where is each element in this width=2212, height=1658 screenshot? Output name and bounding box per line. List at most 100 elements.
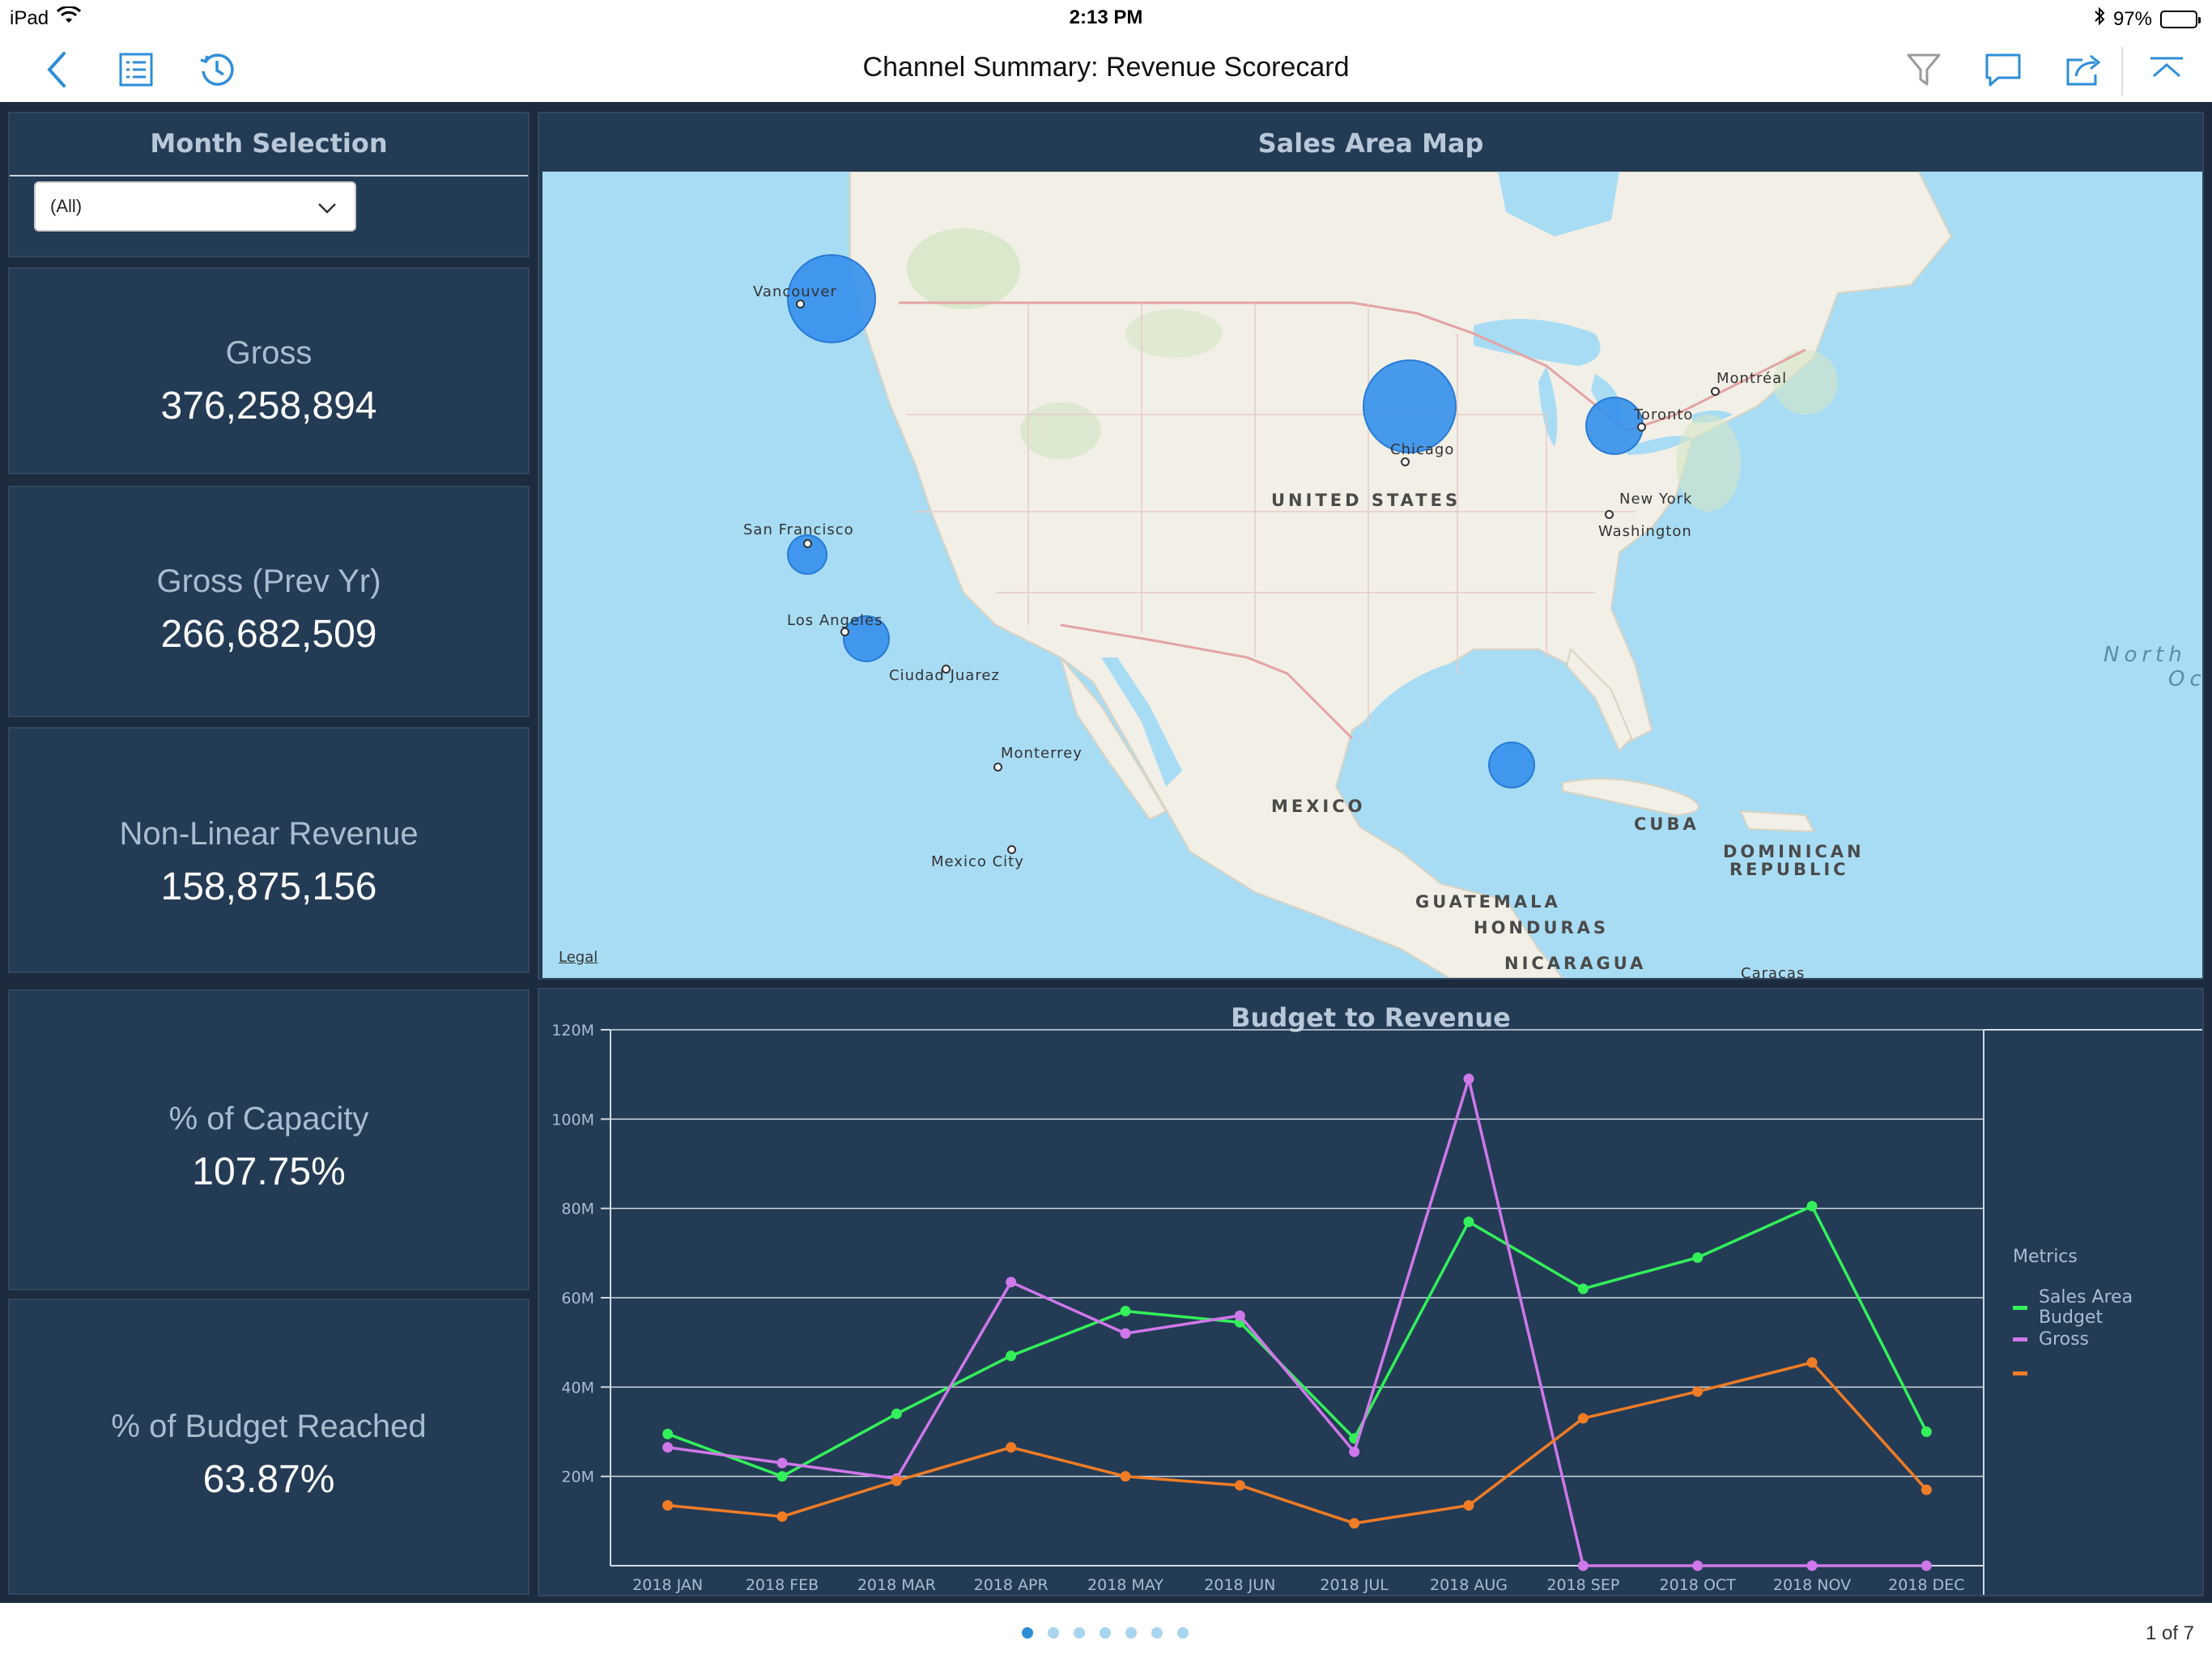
- x-tick-label: 2018 NOV: [1773, 1576, 1851, 1594]
- page-dot[interactable]: [1074, 1627, 1085, 1639]
- comment-icon[interactable]: [1980, 47, 2026, 92]
- city-dot: [1637, 423, 1646, 432]
- country-label-nicaragua: NICARAGUA: [1504, 954, 1647, 973]
- page-dot[interactable]: [1022, 1627, 1033, 1639]
- data-point: [1006, 1442, 1017, 1453]
- legend-title: Metrics: [2013, 1247, 2078, 1267]
- sales-bubble-florida[interactable]: [1488, 742, 1535, 789]
- filter-icon[interactable]: [1901, 47, 1946, 92]
- data-point: [776, 1457, 788, 1469]
- device-name: iPad: [10, 6, 49, 29]
- data-point: [776, 1511, 788, 1522]
- kpi-value: 266,682,509: [160, 613, 377, 656]
- data-point: [662, 1442, 674, 1453]
- kpi-capacity-panel[interactable]: % of Capacity 107.75%: [8, 989, 530, 1290]
- legend-item[interactable]: Gross: [2013, 1329, 2089, 1350]
- kpi-non-linear-revenue-panel[interactable]: Non-Linear Revenue 158,875,156: [8, 727, 530, 973]
- x-tick-label: 2018 MAR: [857, 1576, 936, 1594]
- series-line-1: [667, 1077, 1927, 1567]
- sales-area-map-panel: Sales Area Map: [538, 112, 2204, 980]
- page-indicator: 1 of 7: [2145, 1622, 2194, 1644]
- x-tick-label: 2018 JUN: [1204, 1576, 1275, 1594]
- title-divider: [10, 175, 528, 176]
- data-point: [1234, 1310, 1245, 1321]
- data-point: [1806, 1201, 1818, 1212]
- legend-swatch: [2013, 1305, 2027, 1310]
- page-dot[interactable]: [1125, 1627, 1137, 1639]
- kpi-gross-panel[interactable]: Gross 376,258,894: [8, 267, 530, 474]
- month-select[interactable]: (All): [34, 181, 356, 232]
- chevron-down-icon: [317, 198, 337, 219]
- status-right: 97%: [2094, 6, 2201, 32]
- y-tick-label: 120M: [551, 1022, 594, 1039]
- status-bar: iPad 2:13 PM 97%: [0, 0, 2212, 36]
- data-point: [1577, 1560, 1589, 1571]
- footer: 1 of 7: [0, 1603, 2212, 1658]
- sales-bubble-vancouver[interactable]: [787, 254, 876, 343]
- page-dots[interactable]: [1022, 1627, 1189, 1639]
- table-of-contents-icon[interactable]: [113, 47, 159, 92]
- y-tick-label: 60M: [561, 1290, 594, 1307]
- map-title: Sales Area Map: [1257, 128, 1484, 159]
- page-dot[interactable]: [1177, 1627, 1189, 1639]
- x-tick-label: 2018 MAY: [1087, 1576, 1163, 1594]
- status-left: iPad: [10, 5, 82, 30]
- bluetooth-icon: [2094, 6, 2105, 32]
- kpi-gross-prev-yr-panel[interactable]: Gross (Prev Yr) 266,682,509: [8, 486, 530, 717]
- page-dot[interactable]: [1048, 1627, 1059, 1639]
- x-tick-label: 2018 JUL: [1320, 1576, 1389, 1594]
- legend-item[interactable]: Sales Area Budget: [2013, 1287, 2202, 1328]
- country-label-mexico: MEXICO: [1271, 797, 1366, 816]
- x-tick-label: 2018 OCT: [1660, 1576, 1737, 1594]
- data-point: [1577, 1283, 1589, 1295]
- data-point: [1234, 1480, 1245, 1491]
- data-point: [1463, 1500, 1474, 1511]
- history-icon[interactable]: [194, 47, 240, 92]
- legend-item[interactable]: [2013, 1371, 2039, 1375]
- share-icon[interactable]: [2061, 47, 2107, 92]
- map-basemap: [849, 172, 1953, 978]
- city-label-caracas: Caracas: [1741, 965, 1806, 978]
- sales-bubble-new-york[interactable]: [1585, 397, 1644, 455]
- kpi-value: 158,875,156: [160, 865, 377, 908]
- wifi-icon: [56, 5, 82, 30]
- data-point: [1120, 1328, 1131, 1339]
- data-point: [662, 1428, 674, 1439]
- data-point: [1806, 1357, 1818, 1368]
- kpi-budget-reached-panel[interactable]: % of Budget Reached 63.87%: [8, 1299, 530, 1595]
- data-point: [1692, 1386, 1704, 1397]
- kpi-value: 107.75%: [192, 1150, 346, 1193]
- status-time: 2:13 PM: [1069, 6, 1143, 28]
- dashboard: Month Selection (All) Gross 376,258,894 …: [0, 102, 2212, 1603]
- page-dot[interactable]: [1151, 1627, 1163, 1639]
- city-dot: [840, 627, 849, 636]
- data-point: [1806, 1560, 1818, 1571]
- x-tick-label: 2018 DEC: [1888, 1576, 1964, 1594]
- data-point: [1921, 1484, 1932, 1495]
- data-point: [1120, 1306, 1131, 1317]
- page-dot[interactable]: [1100, 1627, 1111, 1639]
- map-legal-link[interactable]: Legal: [559, 949, 598, 966]
- x-tick-label: 2018 FEB: [746, 1576, 819, 1594]
- series-line-0: [667, 1205, 1928, 1478]
- budget-to-revenue-chart: 20M 40M 60M 80M 100M 120M 2018 JAN 2018 FEB 201…: [551, 1022, 2202, 1595]
- data-point: [1921, 1426, 1932, 1437]
- collapse-icon[interactable]: [2144, 47, 2189, 92]
- sales-bubble-los-angeles[interactable]: [843, 615, 890, 662]
- city-dot: [993, 763, 1002, 772]
- city-label-ciudad-juarez: Ciudad Juarez: [889, 667, 1000, 684]
- city-label-los-angeles: Los Angeles: [787, 612, 883, 629]
- sales-bubble-chicago[interactable]: [1363, 359, 1457, 453]
- kpi-value: 63.87%: [202, 1458, 335, 1501]
- city-label-washington: Washington: [1598, 523, 1692, 540]
- data-point: [1349, 1446, 1360, 1457]
- map[interactable]: Vancouver Montréal Toronto Chicago New Y…: [542, 172, 2202, 978]
- back-icon[interactable]: [34, 47, 79, 92]
- legend-swatch: [2013, 1337, 2027, 1341]
- y-tick-label: 80M: [561, 1201, 594, 1218]
- country-label-guatemala: GUATEMALA: [1415, 892, 1561, 912]
- ocean-label-north: North: [2104, 643, 2187, 667]
- kpi-label: Non-Linear Revenue: [119, 816, 419, 852]
- legend-swatch: [2013, 1371, 2027, 1375]
- battery-icon: [2160, 10, 2201, 28]
